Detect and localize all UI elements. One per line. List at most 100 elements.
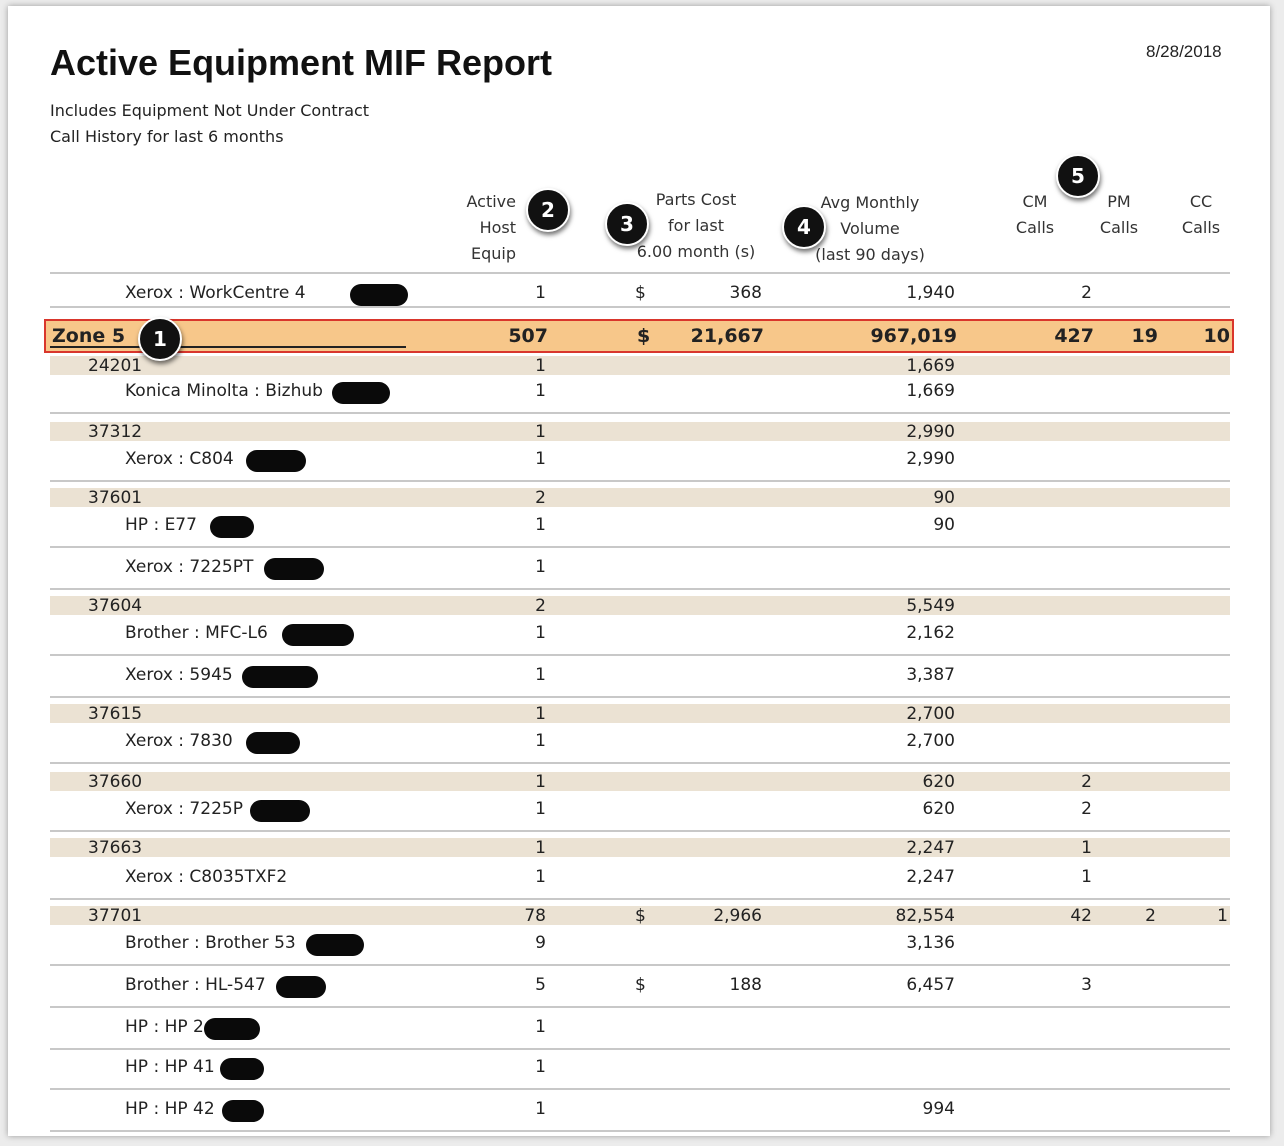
- row-divider: [50, 546, 1230, 548]
- header-avg-monthly-volume: Avg Monthly Volume (last 90 days): [815, 193, 925, 264]
- cell-avg: 2,247: [906, 867, 955, 887]
- cell-avg: 2,162: [906, 623, 955, 643]
- header-cm-calls: CM Calls: [1015, 192, 1055, 237]
- annotation-badge-3: 3: [605, 202, 649, 246]
- row-name: Konica Minolta : Bizhub: [125, 381, 323, 401]
- cell-avg: 2,990: [906, 449, 955, 469]
- cell-avg: 2,700: [906, 731, 955, 751]
- cell-avg: 1,940: [906, 283, 955, 303]
- row-divider: [50, 830, 1230, 832]
- row-divider: [50, 762, 1230, 764]
- row-divider: [50, 588, 1230, 590]
- redaction-mark: [246, 732, 300, 754]
- cell-active: 1: [535, 1099, 546, 1119]
- row-divider: [50, 696, 1230, 698]
- row-name: Zone 5: [52, 325, 126, 347]
- cell-pm: 19: [1131, 325, 1158, 347]
- row-name: 24201: [88, 355, 143, 376]
- row-name: Brother : MFC-L6: [125, 623, 268, 643]
- cell-avg: 620: [922, 799, 955, 819]
- cell-active: 1: [535, 1057, 546, 1077]
- equipment-row: HP : HP 42 1 994: [50, 1096, 1230, 1122]
- equipment-row: Xerox : WorkCentre 4 1 $368 1,940 2: [50, 280, 1230, 306]
- redaction-mark: [350, 284, 408, 306]
- row-name: 37312: [88, 421, 143, 442]
- equipment-row: Konica Minolta : Bizhub 1 1,669: [50, 378, 1230, 404]
- redaction-mark: [204, 1018, 260, 1040]
- equipment-row: Xerox : 7225PT 1: [50, 554, 1230, 580]
- cell-parts: 188: [729, 975, 762, 995]
- row-name: Xerox : 7225P: [125, 799, 243, 819]
- report-subtitle-2: Call History for last 6 months: [50, 127, 284, 146]
- report-date: 8/28/2018: [1146, 42, 1222, 61]
- redaction-mark: [246, 450, 306, 472]
- cell-active: 2: [535, 595, 546, 616]
- cell-avg: 967,019: [870, 325, 957, 347]
- equipment-row: Brother : Brother 53 9 3,136: [50, 930, 1230, 956]
- row-name: Xerox : 7830: [125, 731, 233, 751]
- equipment-row: HP : E77 1 90: [50, 512, 1230, 538]
- row-name: 37663: [88, 837, 143, 858]
- row-divider: [50, 898, 1230, 900]
- group-row: 37660 1 620 2: [50, 771, 1230, 792]
- report-subtitle-1: Includes Equipment Not Under Contract: [50, 101, 370, 120]
- cell-active: 78: [524, 905, 546, 926]
- redaction-mark: [242, 666, 318, 688]
- cell-active: 1: [535, 515, 546, 535]
- cell-avg: 6,457: [906, 975, 955, 995]
- redaction-mark: [264, 558, 324, 580]
- cell-dollar: $: [635, 975, 646, 995]
- equipment-row: HP : HP 2 1: [50, 1014, 1230, 1040]
- zone-total-row: Zone 5 507 $21,667 967,019 427 19 10: [44, 319, 1234, 353]
- equipment-row: Xerox : 7225P 1 620 2: [50, 796, 1230, 822]
- cell-active: 1: [535, 799, 546, 819]
- row-name: Xerox : C804: [125, 449, 234, 469]
- row-divider: [50, 412, 1230, 414]
- cell-cm: 1: [1081, 837, 1092, 858]
- cell-avg: 3,387: [906, 665, 955, 685]
- report-title: Active Equipment MIF Report: [50, 42, 553, 83]
- redaction-mark: [222, 1100, 264, 1122]
- group-row: 37312 1 2,990: [50, 421, 1230, 442]
- annotation-badge-5: 5: [1056, 154, 1100, 198]
- row-name: Xerox : WorkCentre 4: [125, 283, 306, 303]
- cell-avg: 2,990: [906, 421, 955, 442]
- redaction-mark: [220, 1058, 264, 1080]
- header-parts-cost: Parts Cost for last 6.00 month (s): [636, 190, 756, 261]
- cell-cm: 2: [1081, 771, 1092, 792]
- zone-underline: [50, 346, 406, 348]
- cell-active: 1: [535, 867, 546, 887]
- equipment-row: Brother : MFC-L6 1 2,162: [50, 620, 1230, 646]
- cell-active: 507: [508, 325, 548, 347]
- group-row: 37604 2 5,549: [50, 595, 1230, 616]
- row-name: 37660: [88, 771, 143, 792]
- cell-avg: 2,247: [906, 837, 955, 858]
- row-divider: [50, 654, 1230, 656]
- row-name: HP : HP 41: [125, 1057, 215, 1077]
- row-divider: [50, 964, 1230, 966]
- cell-active: 1: [535, 557, 546, 577]
- cell-pm: 2: [1145, 905, 1156, 926]
- header-pm-calls: PM Calls: [1099, 192, 1139, 237]
- cell-dollar: $: [637, 325, 651, 347]
- header-cc-calls: CC Calls: [1181, 192, 1221, 237]
- header-active-host-equip: Active Host Equip: [466, 192, 517, 263]
- cell-cc: 10: [1203, 325, 1230, 347]
- row-name: HP : E77: [125, 515, 197, 535]
- cell-avg: 3,136: [906, 933, 955, 953]
- cell-dollar: $: [635, 905, 646, 926]
- cell-avg: 620: [922, 771, 955, 792]
- header-divider: [50, 272, 1230, 274]
- redaction-mark: [250, 800, 310, 822]
- cell-active: 1: [535, 1017, 546, 1037]
- row-name: Brother : Brother 53: [125, 933, 296, 953]
- annotation-badge-2: 2: [526, 188, 570, 232]
- group-row: 37663 1 2,247 1: [50, 837, 1230, 858]
- report-page: Active Equipment MIF Report 8/28/2018 In…: [8, 6, 1270, 1136]
- cell-active: 1: [535, 421, 546, 442]
- cell-cc: 1: [1217, 905, 1228, 926]
- group-row: 37601 2 90: [50, 488, 1230, 508]
- annotation-badge-1: 1: [138, 317, 182, 361]
- cell-active: 1: [535, 731, 546, 751]
- row-divider: [50, 480, 1230, 482]
